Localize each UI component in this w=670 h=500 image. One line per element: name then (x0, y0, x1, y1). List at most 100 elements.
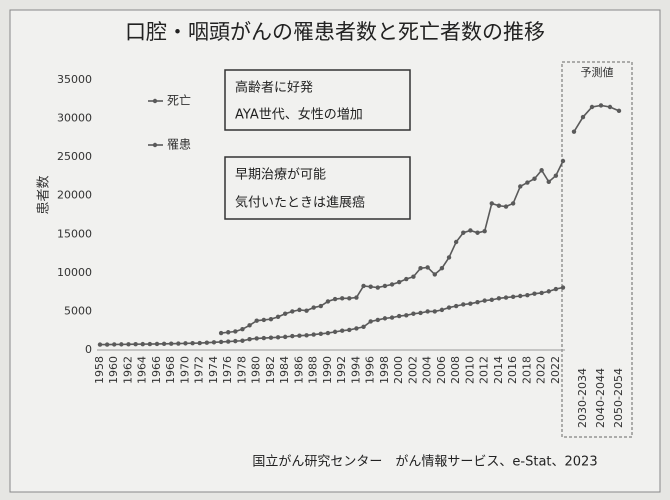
x-tick-label: 1960 (107, 356, 120, 384)
point (126, 342, 131, 347)
x-tick-label: 1996 (364, 356, 377, 384)
point (368, 319, 373, 324)
x-tick-label: 2012 (478, 356, 491, 384)
point (571, 129, 577, 134)
projection-box (561, 61, 633, 438)
point (560, 158, 566, 164)
point (268, 335, 274, 340)
point (190, 341, 195, 346)
point (368, 284, 373, 289)
y-tick-label: 0 (85, 343, 92, 356)
y-tick-label: 35000 (57, 73, 92, 86)
point (396, 313, 402, 319)
x-tick-label: 1966 (150, 356, 163, 384)
x-tick-label: 1998 (378, 356, 391, 384)
point (154, 341, 160, 347)
point (482, 229, 487, 234)
chart-title: 口腔・咽頭がんの罹患者数と死亡者数の推移 (125, 20, 545, 44)
source: 国立がん研究センター がん情報サービス、e-Stat、2023 (252, 455, 597, 470)
x-tick-label: 2022 (549, 356, 562, 384)
point (311, 332, 316, 337)
point (254, 318, 259, 323)
point (404, 313, 409, 318)
point (240, 338, 245, 343)
point (275, 335, 281, 340)
point (218, 330, 224, 336)
x-tick-label: 1984 (278, 356, 291, 384)
point (446, 305, 452, 310)
point (339, 328, 345, 333)
point (304, 308, 309, 313)
x-tick-label: 2006 (435, 356, 448, 384)
point (389, 315, 395, 320)
legend-point (152, 98, 158, 104)
point (247, 323, 252, 328)
point (607, 104, 613, 110)
point (503, 204, 509, 209)
point (432, 272, 437, 277)
point (496, 296, 502, 301)
point (404, 276, 409, 282)
point (411, 311, 416, 316)
point (233, 338, 238, 344)
x-tick-label: 1990 (321, 356, 334, 384)
x-tick-label: 1982 (264, 356, 277, 384)
point (468, 228, 473, 233)
x-tick-label: 1962 (121, 356, 134, 384)
point (616, 108, 622, 114)
point (489, 201, 494, 206)
point (418, 266, 423, 271)
x-tick-label: 1978 (235, 356, 248, 384)
point (532, 176, 537, 181)
point (332, 296, 338, 302)
point (218, 339, 224, 345)
point (197, 340, 202, 346)
annotation-box (224, 69, 411, 131)
x-tick-label: 2000 (392, 356, 405, 384)
annotation: 気付いたときは進展癌 (235, 195, 365, 211)
point (589, 104, 595, 110)
point (411, 274, 416, 279)
point (439, 307, 445, 313)
point (546, 289, 551, 294)
point (361, 283, 366, 289)
point (354, 326, 359, 331)
point (204, 340, 210, 345)
annotation: 早期治療が可能 (235, 168, 326, 183)
point (482, 298, 487, 303)
legend-point (152, 142, 158, 148)
legend-label: 罹患 (167, 138, 191, 152)
point (598, 103, 604, 108)
point (261, 317, 267, 323)
y-tick-label: 20000 (57, 189, 92, 202)
point (283, 334, 288, 340)
point (475, 230, 480, 235)
point (233, 329, 238, 334)
point (176, 341, 181, 346)
point (525, 180, 530, 185)
point (297, 333, 302, 338)
point (425, 309, 430, 314)
x-tick-label: 1972 (193, 356, 206, 384)
point (112, 342, 117, 347)
point (97, 342, 103, 347)
y-tick-label: 25000 (57, 150, 92, 163)
frame (9, 9, 661, 493)
point (518, 184, 523, 189)
point (439, 266, 445, 271)
x-tick-label: 2040-2044 (594, 368, 607, 428)
y-tick-label: 15000 (57, 227, 92, 240)
point (375, 317, 380, 323)
point (261, 335, 267, 341)
point (332, 329, 338, 335)
x-tick-label: 1958 (93, 356, 106, 384)
point (169, 341, 174, 346)
x-tick-label: 1992 (335, 356, 348, 384)
point (275, 314, 281, 320)
point (290, 309, 295, 314)
point (247, 337, 252, 342)
x-tick-label: 2010 (463, 356, 476, 384)
point (553, 286, 559, 292)
x-tick-label: 1974 (207, 356, 220, 384)
